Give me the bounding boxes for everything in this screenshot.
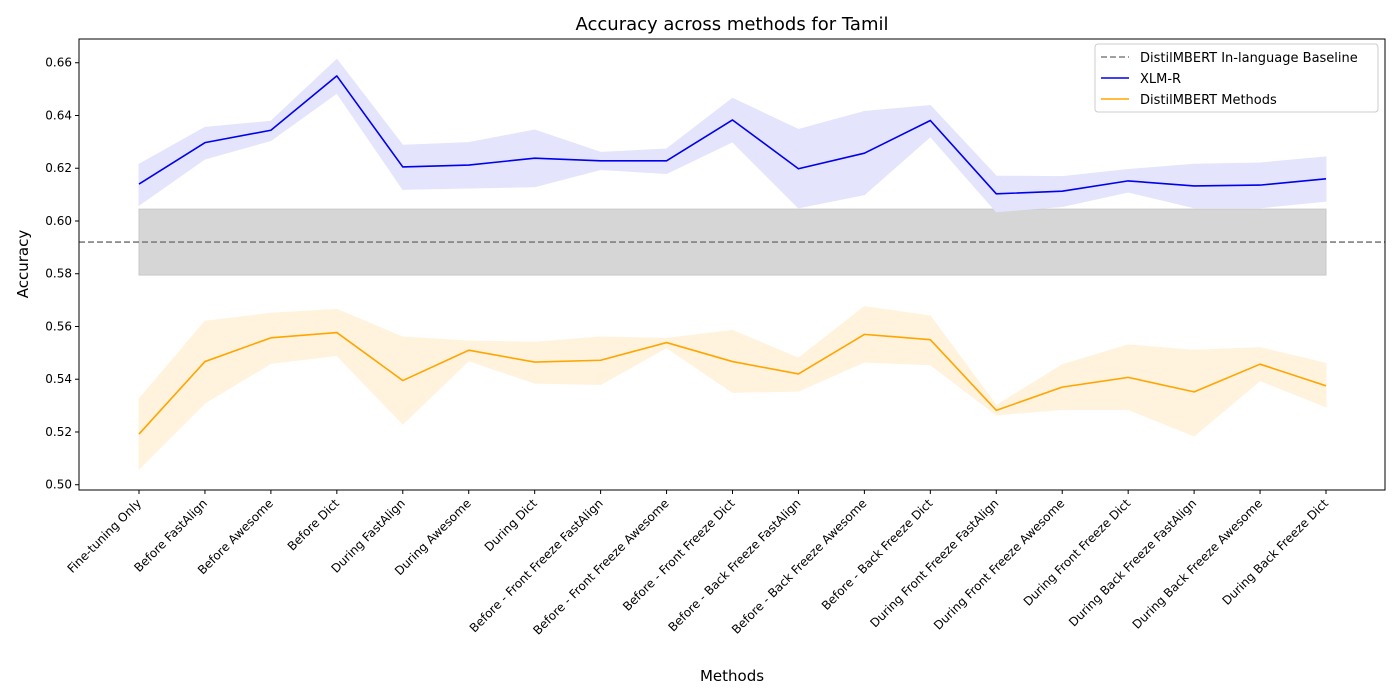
x-tick-label: During Front Freeze Awesome xyxy=(931,496,1067,632)
legend-xlmr-label: XLM-R xyxy=(1140,72,1181,87)
y-tick-label: 0.66 xyxy=(45,56,72,70)
xlmr-confidence-band xyxy=(138,58,1327,213)
legend-baseline-label: DistilMBERT In-language Baseline xyxy=(1140,51,1358,66)
legend: DistilMBERT In-language Baseline XLM-R D… xyxy=(1094,43,1379,113)
x-axis-title: Methods xyxy=(700,667,764,685)
x-tick-label: During Back Freeze Dict xyxy=(1219,496,1331,608)
legend-frame xyxy=(1094,43,1379,113)
y-tick-label: 0.54 xyxy=(45,372,72,386)
x-tick-label: Before - Back Freeze Dict xyxy=(819,496,936,613)
x-tick-label: Before - Front Freeze Dict xyxy=(620,496,738,614)
y-tick-label: 0.52 xyxy=(45,425,72,439)
chart-title: Accuracy across methods for Tamil xyxy=(576,14,889,35)
x-tick-label: Before - Back Freeze Awesome xyxy=(729,496,869,636)
x-tick-label: Before Dict xyxy=(285,496,342,553)
distilmbert-confidence-band xyxy=(138,306,1327,471)
x-tick-label: Before - Front Freeze FastAlign xyxy=(467,496,606,635)
y-tick-label: 0.60 xyxy=(45,214,72,228)
y-tick-label: 0.64 xyxy=(45,108,72,122)
y-axis-title: Accuracy xyxy=(14,230,32,299)
plot-area xyxy=(79,58,1385,471)
x-tick-label: During Back Freeze Awesome xyxy=(1130,496,1266,632)
y-tick-label: 0.62 xyxy=(45,161,72,175)
x-tick-label: During Front Freeze Dict xyxy=(1021,496,1134,609)
x-tick-label: During Front Freeze FastAlign xyxy=(867,496,1001,630)
x-tick-label: Before - Back Freeze FastAlign xyxy=(665,496,803,634)
y-tick-label: 0.50 xyxy=(45,478,72,492)
x-tick-label: During Back Freeze FastAlign xyxy=(1066,496,1199,629)
x-tick-label: During Dict xyxy=(482,496,540,554)
legend-distil-label: DistilMBERT Methods xyxy=(1140,93,1277,108)
y-tick-label: 0.56 xyxy=(45,319,72,333)
x-tick-label: Before - Front Freeze Awesome xyxy=(530,496,671,637)
y-tick-label: 0.58 xyxy=(45,267,72,281)
